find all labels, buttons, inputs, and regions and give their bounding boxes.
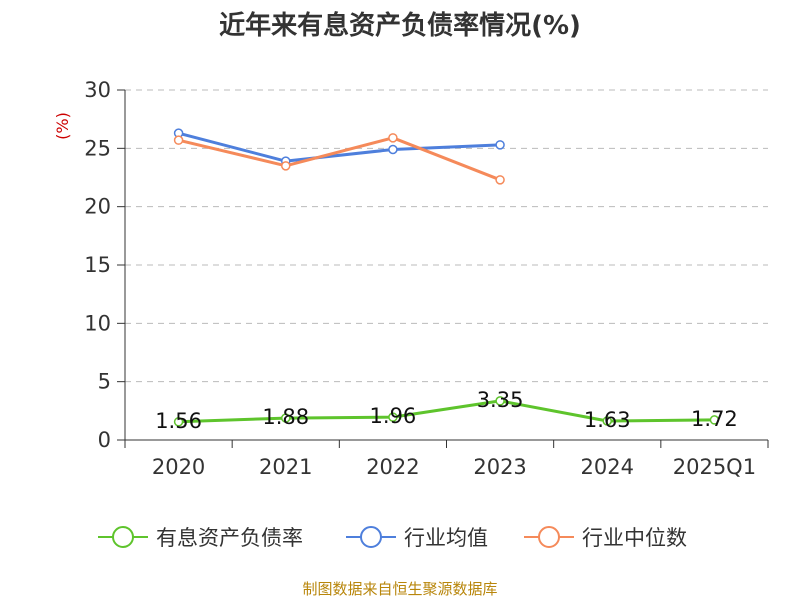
data-point — [495, 175, 505, 185]
data-label: 1.56 — [155, 409, 202, 433]
series-lines: 1.56 1.88 1.96 3.35 1.63 1.72 — [155, 128, 738, 433]
data-label: 3.35 — [477, 388, 524, 412]
y-tick-label: 20 — [84, 195, 111, 219]
data-point — [602, 416, 612, 426]
series-line — [178, 131, 501, 163]
data-label: 1.96 — [370, 404, 417, 428]
legend-marker — [112, 526, 134, 548]
x-tick-label: 2023 — [473, 455, 526, 479]
series-2 — [173, 133, 505, 185]
data-label: 1.63 — [584, 408, 631, 432]
data-label: 1.88 — [262, 405, 309, 429]
data-point — [388, 133, 398, 143]
series-1 — [173, 128, 505, 166]
y-tick-label: 10 — [84, 311, 111, 335]
x-tick-label: 2024 — [581, 455, 634, 479]
legend-marker — [360, 526, 382, 548]
chart-title: 近年来有息资产负债率情况(%) — [219, 10, 581, 41]
data-point — [495, 140, 505, 150]
data-point — [495, 396, 505, 406]
x-tick-label: 2025Q1 — [673, 455, 756, 479]
data-point — [709, 415, 720, 425]
legend-label: 行业中位数 — [582, 526, 687, 550]
series-line — [178, 136, 501, 182]
data-point — [388, 144, 398, 155]
data-point — [173, 135, 184, 145]
series-0: 1.56 1.88 1.96 3.35 1.63 1.72 — [155, 388, 738, 433]
legend-item: 行业中位数 — [524, 526, 687, 550]
axes: 0 5 10 15 20 25 30 2020 2021 2022 2023 2024 2025Q1 — [84, 78, 769, 479]
x-tick-label: 2022 — [366, 455, 419, 479]
legend: 有息资产负债率 行业均值 行业中位数 — [98, 526, 687, 550]
data-point — [281, 413, 291, 423]
y-tick-label: 25 — [84, 136, 111, 160]
y-tick-label: 15 — [84, 253, 111, 277]
data-label: 1.72 — [691, 407, 738, 431]
legend-item: 有息资产负债率 — [98, 526, 303, 550]
legend-marker — [538, 526, 560, 548]
x-tick-label: 2020 — [152, 455, 205, 479]
y-tick-label: 5 — [98, 370, 111, 394]
data-point — [173, 417, 184, 427]
legend-label: 有息资产负债率 — [156, 526, 303, 550]
data-point — [281, 161, 291, 171]
y-tick-label: 30 — [84, 78, 111, 102]
x-tick-label: 2021 — [259, 455, 312, 479]
series-line — [178, 399, 715, 424]
y-tick-label: 0 — [98, 428, 111, 452]
y-axis-label: (%) — [53, 112, 72, 140]
gridlines — [125, 89, 768, 383]
source-note: 制图数据来自恒生聚源数据库 — [302, 580, 497, 598]
legend-item: 行业均值 — [346, 526, 488, 550]
legend-label: 行业均值 — [404, 526, 488, 550]
data-point — [388, 412, 398, 422]
